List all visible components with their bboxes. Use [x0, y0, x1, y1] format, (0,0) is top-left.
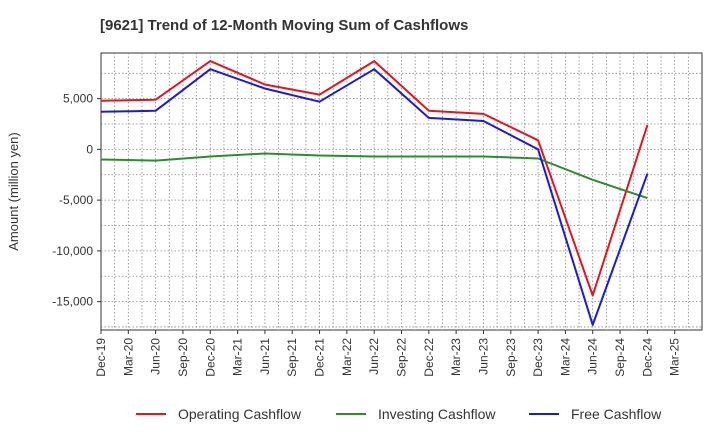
x-tick-label: Dec-21: [313, 338, 327, 377]
series-line-investing-cashflow: [100, 152, 648, 200]
legend: Operating Cashflow Investing Cashflow Free…: [136, 406, 662, 422]
x-tick-label: Jun-22: [367, 338, 381, 375]
y-tick-label: -10,000: [52, 244, 93, 258]
legend-label: Investing Cashflow: [378, 406, 496, 422]
y-axis-label: Amount (million yen): [6, 132, 21, 251]
x-tick-label: Sep-20: [176, 338, 190, 377]
x-tick-label: Jun-21: [258, 338, 272, 375]
x-tick-label: Jun-23: [476, 338, 490, 375]
x-tick-label: Dec-19: [94, 338, 108, 377]
series-line-operating-cashflow: [100, 60, 649, 297]
y-tick-label: -5,000: [59, 193, 93, 207]
x-tick-label: Dec-23: [531, 338, 545, 377]
series-line-free-cashflow: [100, 68, 649, 326]
x-tick-label: Dec-24: [640, 338, 654, 377]
legend-item-free-cashflow: Free Cashflow: [529, 406, 662, 422]
x-tick-label: Mar-22: [340, 338, 354, 376]
x-tick-label: Jun-24: [586, 338, 600, 375]
x-tick-label: Mar-25: [668, 338, 682, 376]
x-tick-label: Sep-23: [504, 338, 518, 377]
x-tick-label: Mar-24: [558, 338, 572, 376]
y-tick-label: 5,000: [63, 92, 93, 106]
x-axis-ticks: Dec-19 Mar-20 Jun-20 Sep-20 Dec-20 Mar-21 Jun-…: [94, 330, 682, 377]
x-tick-label: Mar-20: [121, 338, 135, 376]
y-tick-label: 0: [86, 142, 93, 156]
legend-item-investing-cashflow: Investing Cashflow: [336, 406, 496, 422]
x-tick-label: Jun-20: [149, 338, 163, 375]
x-tick-label: Sep-21: [285, 338, 299, 377]
chart-title: [9621] Trend of 12-Month Moving Sum of C…: [100, 17, 468, 34]
legend-label: Operating Cashflow: [178, 406, 302, 422]
x-tick-label: Dec-20: [203, 338, 217, 377]
x-tick-label: Dec-22: [422, 338, 436, 377]
x-tick-label: Sep-22: [395, 338, 409, 377]
x-tick-label: Mar-23: [449, 338, 463, 376]
series-layer: [100, 60, 649, 326]
x-tick-label: Mar-21: [231, 338, 245, 376]
y-tick-label: -15,000: [52, 295, 93, 309]
legend-item-operating-cashflow: Operating Cashflow: [136, 406, 302, 422]
y-axis-ticks: 5,000 0 -5,000 -10,000 -15,000: [52, 92, 101, 309]
legend-label: Free Cashflow: [571, 406, 662, 422]
x-tick-label: Sep-24: [613, 338, 627, 377]
